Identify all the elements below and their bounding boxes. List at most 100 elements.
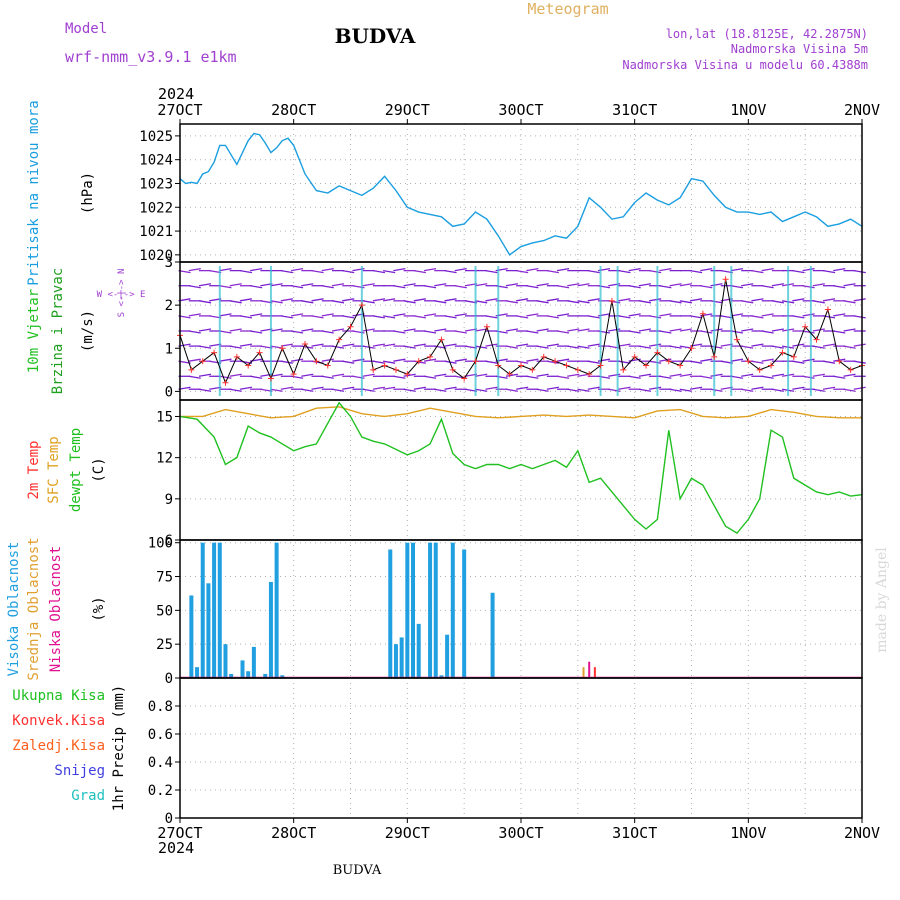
- wind-arrow: [659, 285, 672, 289]
- wind-arrow: [270, 328, 283, 332]
- wind-speed-marker: [722, 276, 729, 283]
- wind-arrow: [843, 388, 856, 392]
- wind-arrow: [689, 298, 703, 302]
- wind-arrow: [556, 330, 570, 334]
- precip-legend-label: Zaledj.Kisa: [12, 738, 105, 754]
- y-tick-label: 0.6: [148, 727, 173, 743]
- wind-arrow: [802, 375, 815, 379]
- series-line-temperature-1: [179, 401, 863, 535]
- wind-arrow: [710, 283, 723, 287]
- wind-arrow: [556, 267, 570, 272]
- wind-arrow: [546, 360, 559, 364]
- wind-arrow: [689, 360, 703, 364]
- wind-arrow: [321, 285, 334, 289]
- cloud-bar-low: [582, 667, 585, 678]
- wind-arrow: [434, 283, 447, 287]
- wind-arrow: [393, 267, 406, 272]
- wind-arrow: [771, 345, 784, 349]
- wind-speed-marker: [370, 366, 377, 373]
- wind-arrow: [802, 313, 815, 317]
- wind-compass: W <-|-> E S <-|-> N: [97, 269, 146, 318]
- wind-arrow: [311, 386, 324, 390]
- x-tick-label-top: 27OCT: [157, 101, 202, 119]
- wind-arrow: [250, 330, 263, 334]
- wind-arrow: [526, 313, 539, 317]
- wind-arrow: [403, 388, 416, 392]
- wind-arrow: [311, 298, 324, 302]
- wind-arrow: [270, 373, 283, 377]
- wind-speed-marker: [472, 358, 479, 365]
- y-tick-label: 0.8: [148, 699, 173, 715]
- wind-arrow: [638, 283, 652, 287]
- wind-arrow: [771, 300, 784, 304]
- wind-arrow: [393, 285, 406, 289]
- wind-arrow: [567, 328, 580, 332]
- year-top: 2024: [158, 85, 194, 103]
- model-label: Model: [65, 21, 107, 37]
- wind-speed-marker: [233, 353, 240, 360]
- credit-text: made by Angel: [874, 547, 890, 653]
- wind-arrow: [219, 267, 232, 272]
- wind-speed-marker: [381, 362, 388, 369]
- wind-arrow: [393, 375, 406, 379]
- wind-arrow: [649, 269, 662, 274]
- wind-arrow: [679, 373, 692, 377]
- wind-arrow: [505, 373, 519, 377]
- cloud-bar: [251, 646, 256, 678]
- wind-arrow: [403, 300, 416, 304]
- wind-arrow: [812, 373, 825, 377]
- wind-arrow: [546, 315, 559, 319]
- wind-arrow: [618, 269, 631, 274]
- wind-arrow: [556, 285, 570, 289]
- wind-speed-marker: [529, 366, 536, 373]
- wind-arrow: [822, 269, 836, 274]
- wind-arrow: [659, 330, 672, 334]
- wind-arrow: [229, 373, 242, 377]
- wind-speed-marker: [358, 302, 365, 309]
- wind-arrow: [761, 267, 774, 272]
- wind-arrow: [250, 313, 263, 317]
- wind-arrow: [577, 328, 590, 332]
- wind-speed-marker: [392, 366, 399, 373]
- panel-ylabel: dewpt Temp: [68, 428, 84, 512]
- wind-arrow: [751, 298, 764, 302]
- wind-arrow: [771, 373, 784, 377]
- wind-arrow: [751, 269, 764, 274]
- wind-speed-marker: [313, 358, 320, 365]
- wind-speed-marker: [302, 340, 309, 347]
- wind-arrow: [669, 283, 682, 287]
- wind-arrow: [741, 283, 754, 287]
- wind-arrow: [536, 283, 549, 287]
- wind-arrow: [526, 358, 539, 362]
- wind-speed-marker: [597, 362, 604, 369]
- wind-arrow: [280, 298, 293, 302]
- wind-arrow: [792, 315, 805, 319]
- wind-arrow: [475, 373, 488, 377]
- wind-arrow: [331, 300, 345, 304]
- wind-arrow: [423, 313, 437, 317]
- wind-speed-marker: [665, 358, 672, 365]
- wind-arrow: [198, 345, 212, 349]
- y-tick-label: 0.4: [148, 755, 173, 771]
- wind-arrow: [526, 285, 539, 289]
- y-tick-label: 100: [148, 536, 173, 552]
- wind-arrow: [843, 373, 856, 377]
- wind-arrow: [638, 328, 652, 332]
- y-tick-label: 1020: [139, 248, 173, 264]
- wind-arrow: [331, 373, 345, 377]
- wind-arrow: [526, 375, 539, 379]
- x-tick-label-top: 1NOV: [730, 101, 766, 119]
- wind-arrow: [372, 315, 386, 319]
- wind-arrow: [413, 269, 426, 274]
- wind-speed-marker: [677, 362, 684, 369]
- page-title: BUDVA: [335, 24, 416, 48]
- wind-arrow: [853, 298, 866, 302]
- wind-arrow: [423, 330, 437, 334]
- wind-arrow: [505, 300, 519, 304]
- wind-speed-marker: [188, 366, 195, 373]
- y-tick-label: 3: [165, 255, 173, 271]
- wind-arrow: [485, 315, 498, 319]
- wind-arrow: [342, 298, 355, 302]
- panel-labels-wind: 10m Vjetar Brzina i Pravac (m/s): [26, 268, 96, 394]
- wind-arrow: [679, 388, 692, 392]
